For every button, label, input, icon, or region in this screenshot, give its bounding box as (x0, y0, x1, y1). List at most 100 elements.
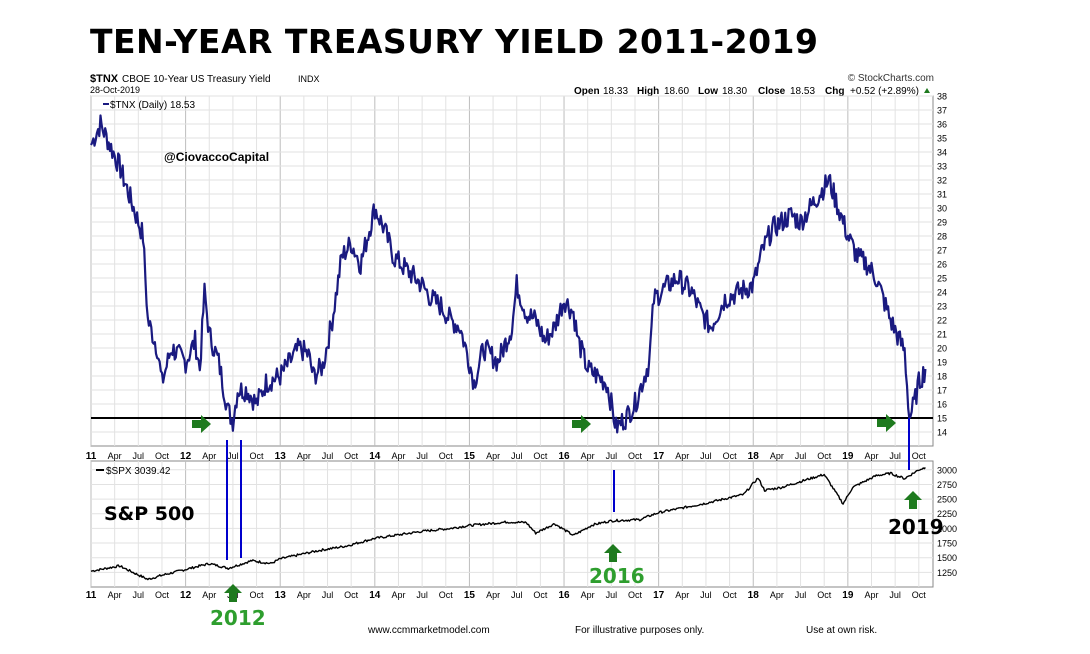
spx-y-tick-label: 1500 (937, 553, 957, 563)
tnx-x-tick-label: Oct (817, 451, 832, 461)
label-2012: 2012 (210, 606, 266, 630)
ohlc-readout: Open 18.33 High 18.60 Low 18.30 Close 18… (574, 86, 930, 97)
tnx-y-tick-label: 28 (937, 232, 947, 242)
tnx-x-tick-label: Apr (297, 451, 311, 461)
right-arrow-icon (572, 415, 591, 433)
spx-x-tick-label: Apr (864, 590, 878, 600)
svg-text:18.30: 18.30 (722, 86, 747, 97)
tnx-y-tick-label: 18 (937, 372, 947, 382)
footer-disclaimer: For illustrative purposes only. (575, 625, 704, 636)
spx-y-tick-label: 2000 (937, 524, 957, 534)
spx-legend: $SPX 3039.42 (96, 466, 171, 477)
spx-x-tick-label: Oct (155, 590, 170, 600)
svg-text:+0.52 (+2.89%): +0.52 (+2.89%) (850, 86, 919, 97)
tnx-x-tick-label: Jul (322, 451, 334, 461)
tnx-x-tick-label: 19 (842, 451, 854, 462)
spx-x-tick-label: 11 (86, 590, 97, 601)
tnx-x-tick-label: Jul (227, 451, 239, 461)
tnx-x-tick-label: Jul (416, 451, 428, 461)
tnx-y-tick-label: 19 (937, 358, 947, 368)
tnx-x-tick-label: 13 (275, 451, 287, 462)
spx-x-tick-label: Oct (344, 590, 359, 600)
spx-x-tick-label: Oct (628, 590, 643, 600)
spx-x-tick-label: Oct (533, 590, 548, 600)
tnx-series-line (90, 114, 927, 434)
tnx-y-tick-label: 38 (937, 92, 947, 102)
spx-x-tick-label: Jul (700, 590, 712, 600)
tnx-y-tick-label: 37 (937, 106, 947, 116)
tnx-y-tick-label: 31 (937, 190, 947, 200)
tnx-x-tick-label: Apr (770, 451, 784, 461)
svg-text:$TNX (Daily) 18.53: $TNX (Daily) 18.53 (110, 100, 195, 111)
spx-series-line (90, 467, 926, 581)
spx-x-tick-label: Apr (391, 590, 405, 600)
watermark: @CiovaccoCapital (164, 150, 269, 164)
spx-x-tick-label: Oct (250, 590, 265, 600)
spx-x-tick-label: Jul (322, 590, 334, 600)
svg-text:18.33: 18.33 (603, 86, 628, 97)
tnx-y-tick-label: 26 (937, 260, 947, 270)
spx-x-tick-label: Apr (297, 590, 311, 600)
tnx-y-tick-label: 35 (937, 134, 947, 144)
tnx-y-tick-label: 16 (937, 400, 947, 410)
tnx-y-tick-label: 30 (937, 204, 947, 214)
tnx-x-tick-label: Jul (700, 451, 712, 461)
spx-y-tick-label: 1250 (937, 568, 957, 578)
svg-text:18.53: 18.53 (790, 86, 815, 97)
date-label: 28-Oct-2019 (90, 85, 140, 95)
spx-x-tick-label: Oct (723, 590, 738, 600)
right-arrow-icon (877, 414, 896, 432)
spx-x-tick-label: Apr (486, 590, 500, 600)
svg-text:Open: Open (574, 86, 600, 97)
svg-text:Chg: Chg (825, 86, 844, 97)
tnx-y-tick-label: 36 (937, 120, 947, 130)
tnx-panel (90, 95, 934, 447)
tnx-x-tick-label: Oct (344, 451, 359, 461)
tnx-x-tick-label: 17 (653, 451, 665, 462)
spx-x-tick-label: Apr (581, 590, 595, 600)
tnx-x-tick-label: Oct (155, 451, 170, 461)
up-arrow-icon (904, 491, 922, 509)
spx-y-tick-label: 2250 (937, 509, 957, 519)
tnx-x-tick-label: 11 (86, 451, 97, 462)
tnx-x-tick-label: Oct (628, 451, 643, 461)
tnx-y-tick-label: 22 (937, 316, 947, 326)
spx-x-tick-label: Apr (770, 590, 784, 600)
tnx-x-tick-label: Oct (533, 451, 548, 461)
tnx-x-tick-label: Apr (864, 451, 878, 461)
tnx-x-tick-label: 12 (180, 451, 192, 462)
svg-text:Low: Low (698, 86, 718, 97)
tnx-x-tick-label: Oct (250, 451, 265, 461)
tnx-y-tick-label: 25 (937, 274, 947, 284)
spx-y-tick-label: 3000 (937, 465, 957, 475)
spx-x-tick-label: 12 (180, 590, 192, 601)
tnx-x-tick-label: 14 (369, 451, 381, 462)
svg-text:Close: Close (758, 86, 786, 97)
spx-y-tick-label: 2750 (937, 480, 957, 490)
spx-x-tick-label: Oct (912, 590, 927, 600)
up-arrow-icon (604, 544, 622, 562)
svg-text:$SPX 3039.42: $SPX 3039.42 (106, 466, 171, 477)
svg-text:18.60: 18.60 (664, 86, 689, 97)
label-2019: 2019 (888, 515, 944, 539)
spx-x-tick-label: Jul (606, 590, 618, 600)
main-title: TEN-YEAR TREASURY YIELD 2011-2019 (90, 22, 819, 61)
spx-label: S&P 500 (104, 503, 194, 525)
spx-x-tick-label: Jul (511, 590, 523, 600)
up-arrow-icon (224, 584, 242, 602)
tnx-x-tick-label: Oct (912, 451, 927, 461)
spx-x-tick-label: Jul (795, 590, 807, 600)
tnx-y-tick-label: 23 (937, 302, 947, 312)
tnx-x-tick-label: Jul (606, 451, 618, 461)
spx-x-tick-label: 19 (842, 590, 854, 601)
right-arrow-icon (192, 415, 211, 433)
label-2016: 2016 (589, 564, 645, 588)
tnx-y-tick-label: 32 (937, 176, 947, 186)
tnx-y-tick-label: 20 (937, 344, 947, 354)
tnx-x-tick-label: 18 (748, 451, 760, 462)
tnx-y-tick-label: 33 (937, 162, 947, 172)
spx-x-tick-label: 14 (369, 590, 381, 601)
tnx-x-tick-label: Apr (675, 451, 689, 461)
tnx-x-tick-label: Jul (795, 451, 807, 461)
